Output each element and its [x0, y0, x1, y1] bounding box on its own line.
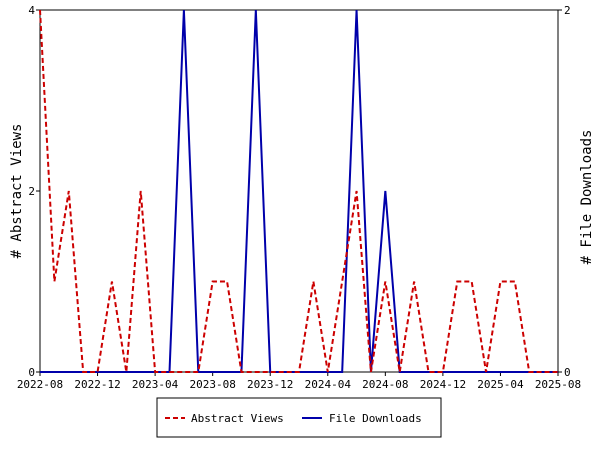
y-left-axis-title: # Abstract Views [9, 124, 25, 259]
legend-label-file-downloads: File Downloads [329, 412, 422, 425]
series-layer [39, 9, 558, 373]
x-tick-label: 2023-08 [189, 378, 235, 391]
y-right-tick-label: 2 [564, 4, 571, 17]
x-tick-label: 2022-12 [74, 378, 120, 391]
ticks-layer: 2022-08 2022-12 2023-04 2023-08 2023-12 2024-… [17, 4, 581, 391]
y-left-tick-label: 2 [28, 185, 35, 198]
x-tick-label: 2025-04 [477, 378, 524, 391]
y-right-tick-label: 0 [564, 366, 571, 379]
y-left-tick-label: 0 [28, 366, 35, 379]
legend-box [156, 397, 442, 438]
x-tick-label: 2022-08 [17, 378, 63, 391]
y-right-axis-title: # File Downloads [579, 130, 595, 265]
x-tick-label: 2024-04 [305, 378, 352, 391]
series-line-file-downloads [40, 9, 558, 373]
y-left-tick-label: 4 [28, 4, 35, 17]
x-tick-label: 2023-12 [247, 378, 293, 391]
x-tick-label: 2024-08 [362, 378, 408, 391]
legend: Abstract Views File Downloads [156, 397, 442, 438]
x-tick-label: 2025-08 [535, 378, 581, 391]
x-tick-label: 2023-04 [132, 378, 179, 391]
legend-label-abstract-views: Abstract Views [191, 412, 284, 425]
plot-frame [39, 9, 559, 373]
x-tick-label: 2024-12 [420, 378, 466, 391]
series-line-abstract-views [39, 9, 558, 373]
